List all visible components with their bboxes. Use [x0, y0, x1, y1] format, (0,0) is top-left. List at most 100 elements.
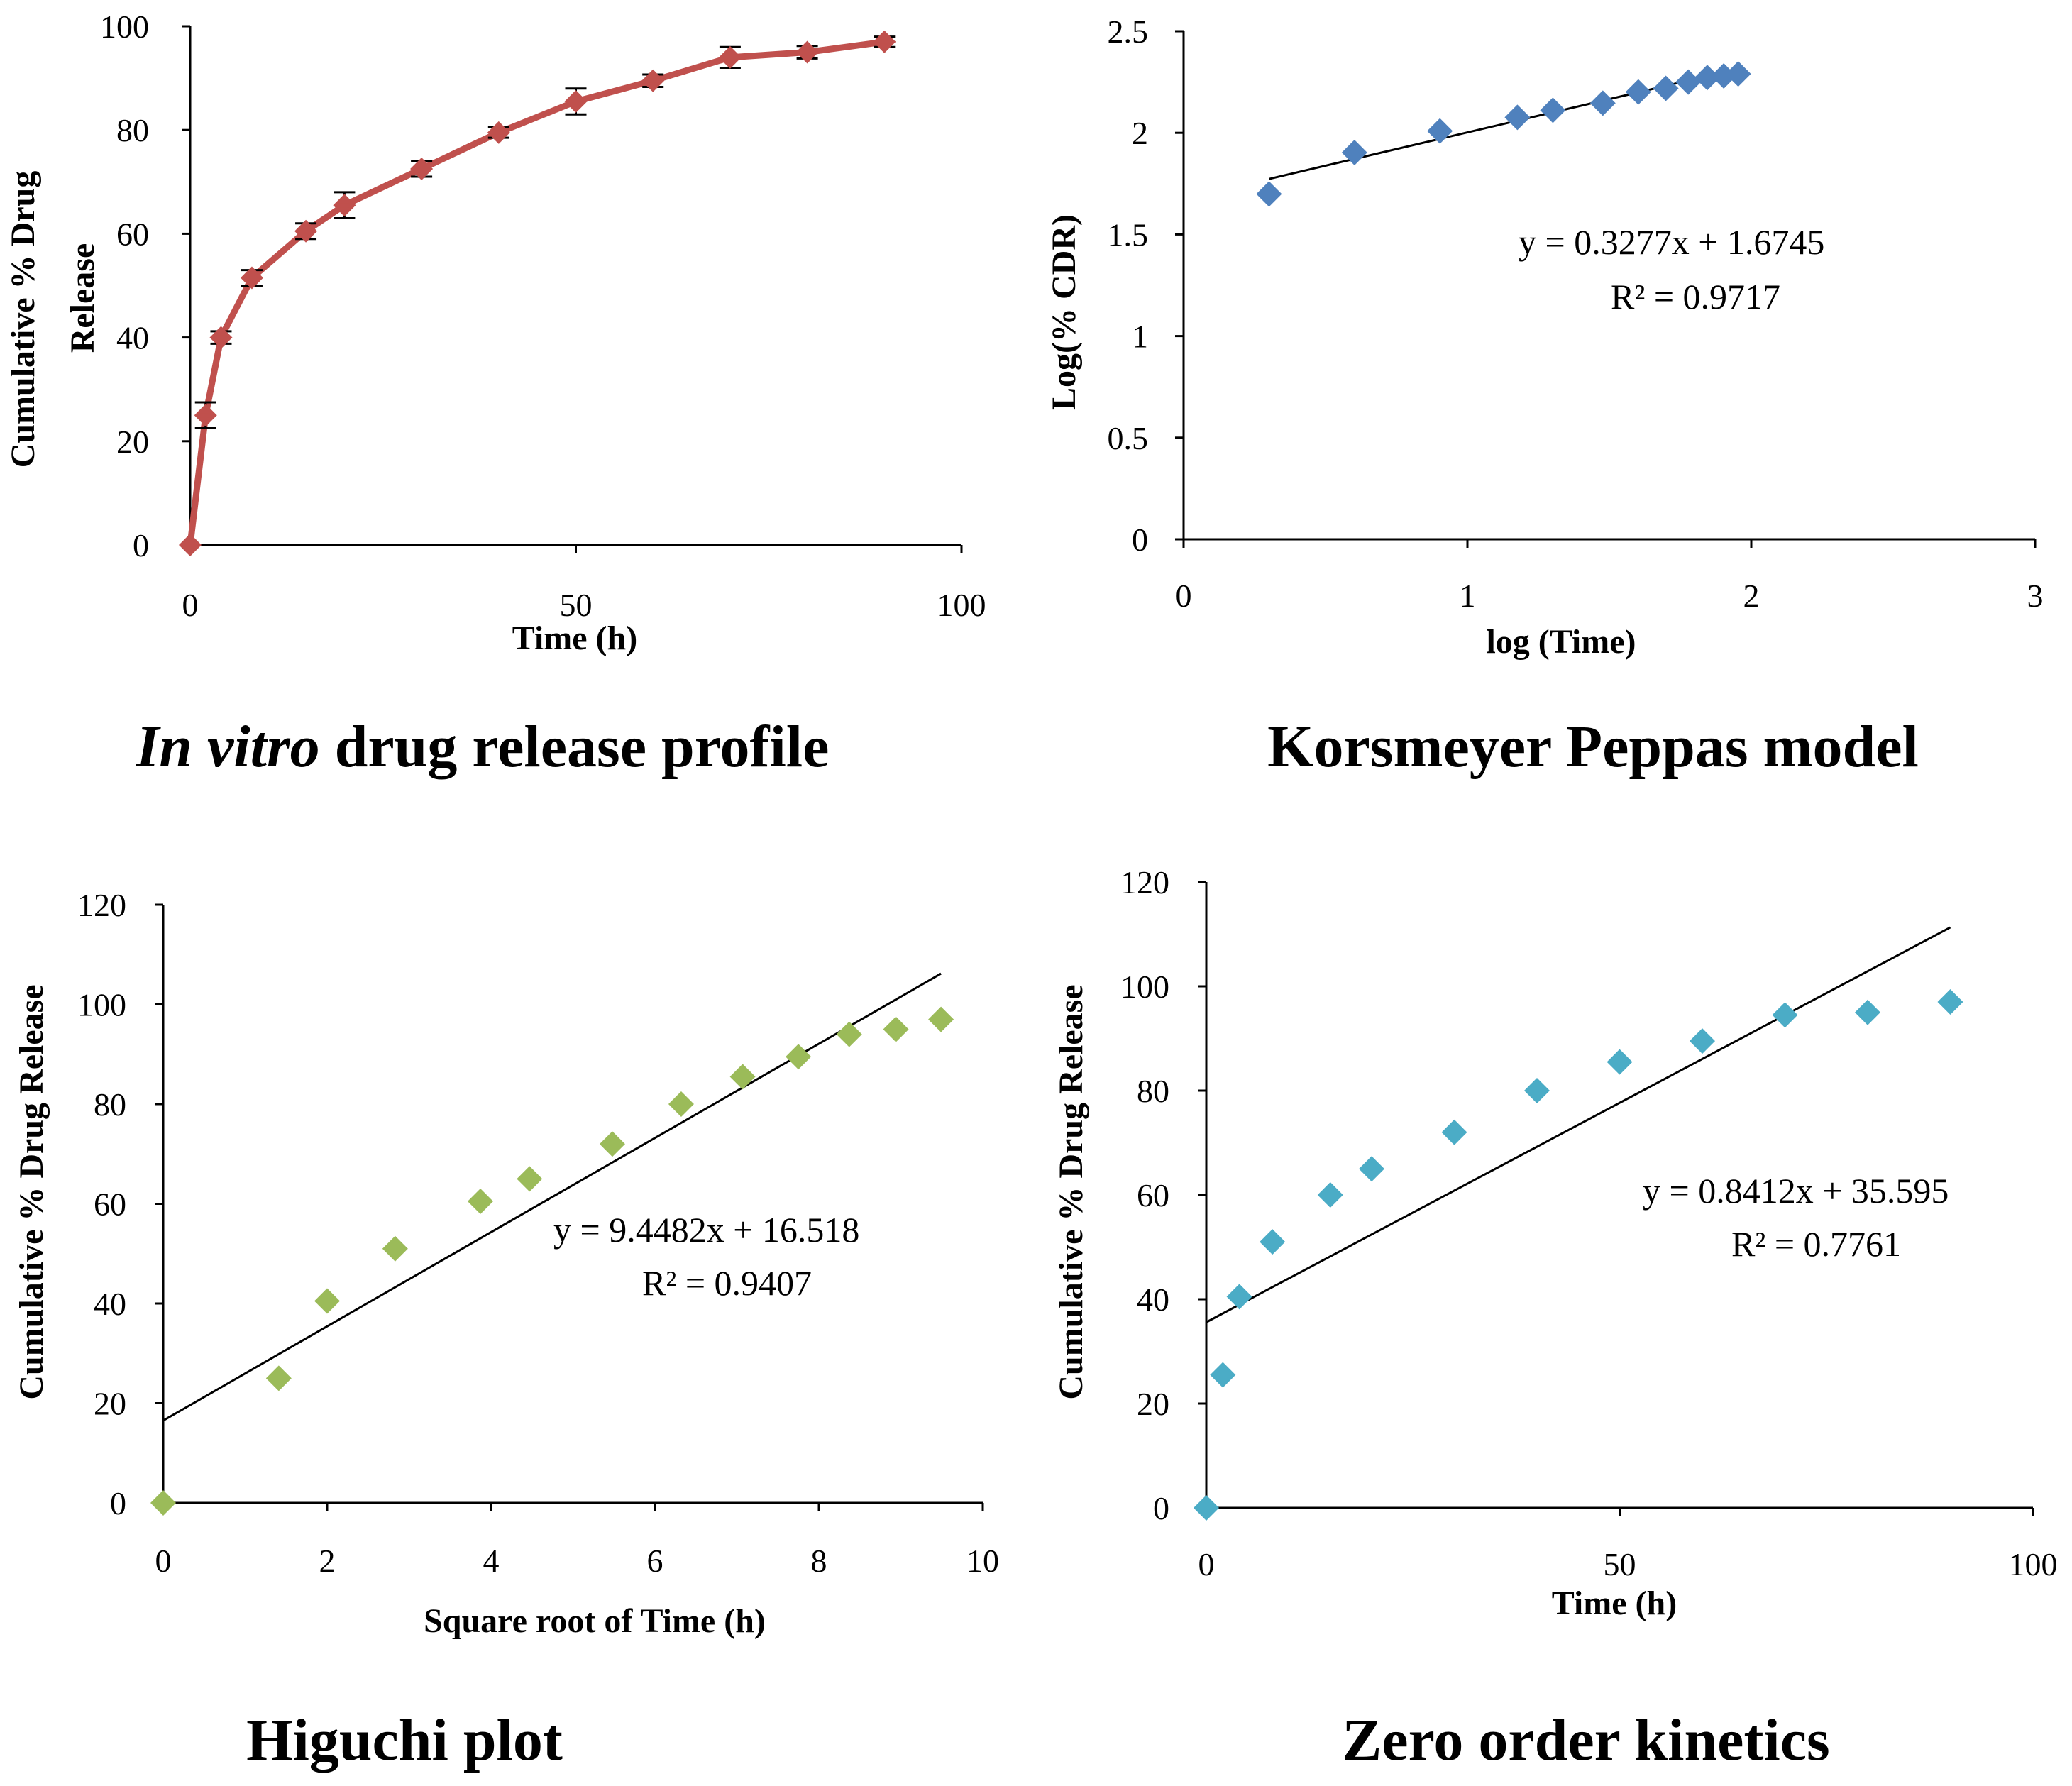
release-axes: 0 50 100 0 20 40 60 80 100 — [100, 9, 986, 623]
higuchi-data-point — [883, 1016, 909, 1042]
zero-y-tick-label: 60 — [1137, 1177, 1169, 1213]
zero-y-tick-label: 20 — [1137, 1386, 1169, 1422]
release-y-tick-label: 0 — [133, 527, 149, 563]
zero-data-point — [1260, 1229, 1286, 1255]
release-y-tick-label: 60 — [116, 216, 149, 252]
zero-equation: y = 0.8412x + 35.595 — [1643, 1171, 1949, 1211]
peppas-y-tick-label: 0.5 — [1108, 420, 1149, 456]
higuchi-y-tick-label: 100 — [77, 987, 126, 1023]
higuchi-y-tick-label: 40 — [94, 1286, 126, 1322]
zero-caption: Zero order kinetics — [1342, 1707, 1829, 1773]
zero-plot — [1194, 926, 1963, 1521]
zero-data-point — [1194, 1495, 1219, 1521]
release-y-tick-label: 20 — [116, 424, 149, 460]
peppas-caption: Korsmeyer Peppas model — [1267, 714, 1919, 780]
release-y-tick-label: 80 — [116, 112, 149, 148]
zero-x-axis-title: Time (h) — [1552, 1584, 1677, 1622]
higuchi-x-tick-label: 4 — [483, 1543, 500, 1579]
zero-data-point — [1772, 1002, 1798, 1028]
peppas-data-point — [1589, 90, 1616, 116]
zero-data-point — [1937, 989, 1963, 1015]
peppas-data-point — [1504, 104, 1531, 131]
zero-data-point — [1524, 1078, 1550, 1103]
release-y-tick-label: 100 — [100, 9, 149, 45]
higuchi-y-tick-label: 80 — [94, 1086, 126, 1123]
zero-data-point — [1690, 1028, 1715, 1054]
higuchi-equation: y = 9.4482x + 16.518 — [553, 1210, 859, 1250]
zero-y-tick-label: 0 — [1153, 1490, 1169, 1526]
zero-x-tick-label: 0 — [1198, 1546, 1215, 1582]
higuchi-y-tick-label: 60 — [94, 1186, 126, 1223]
release-y-tick-label: 40 — [116, 320, 149, 356]
zero-y-tick-label: 40 — [1137, 1281, 1169, 1318]
release-x-tick-label: 0 — [182, 587, 199, 623]
higuchi-r2: R² = 0.9407 — [642, 1263, 812, 1303]
peppas-y-tick-label: 1.5 — [1108, 216, 1149, 253]
zero-y-tick-label: 100 — [1120, 969, 1169, 1005]
peppas-y-tick-label: 0 — [1132, 522, 1148, 558]
higuchi-data-point — [928, 1006, 954, 1032]
zero-x-tick-label: 50 — [1604, 1546, 1636, 1582]
peppas-x-tick-label: 2 — [1743, 578, 1760, 614]
peppas-x-axis-title: log (Time) — [1486, 623, 1636, 661]
peppas-r2: R² = 0.9717 — [1611, 277, 1780, 316]
zero-y-axis-title: Cumulative % Drug Release — [1052, 984, 1090, 1399]
panel-release: 0 50 100 0 20 40 60 80 100 Time (h) Cumulative %… — [4, 9, 986, 780]
zero-y-tick-label: 80 — [1137, 1073, 1169, 1109]
higuchi-data-point — [382, 1235, 408, 1262]
zero-data-point — [1441, 1119, 1467, 1145]
peppas-data-point — [1625, 79, 1651, 105]
peppas-x-tick-label: 0 — [1176, 578, 1192, 614]
zero-data-point — [1607, 1049, 1633, 1075]
peppas-x-tick-label: 3 — [2027, 578, 2044, 614]
release-caption-italic: In vitro — [136, 714, 320, 780]
higuchi-y-axis-title: Cumulative % Drug Release — [13, 984, 50, 1399]
zero-data-point — [1317, 1182, 1343, 1208]
higuchi-data-point — [836, 1021, 862, 1047]
higuchi-data-point — [668, 1091, 694, 1117]
release-x-axis-title: Time (h) — [512, 619, 637, 657]
peppas-y-axis-title: Log(% CDR) — [1045, 214, 1083, 410]
higuchi-plot — [150, 972, 954, 1516]
peppas-y-tick-label: 1 — [1132, 319, 1148, 355]
higuchi-caption: Higuchi plot — [246, 1707, 563, 1773]
panel-zero: 0 50 100 0 20 40 60 80 100 120 Time (h) Cumulativ… — [1052, 864, 2058, 1773]
higuchi-data-point — [786, 1044, 812, 1070]
zero-data-point — [1210, 1362, 1236, 1388]
release-caption: In vitro drug release profile — [136, 714, 830, 780]
zero-trend-line — [1206, 926, 1951, 1323]
higuchi-data-point — [265, 1365, 292, 1391]
zero-y-tick-label: 120 — [1120, 864, 1169, 900]
release-x-tick-label: 50 — [560, 587, 593, 623]
release-y-axis-title-line1: Cumulative % Drug — [4, 171, 42, 468]
higuchi-x-tick-label: 2 — [319, 1543, 336, 1579]
release-plot — [179, 30, 896, 556]
higuchi-x-tick-label: 6 — [647, 1543, 663, 1579]
higuchi-data-point — [150, 1490, 176, 1516]
peppas-y-tick-label: 2.5 — [1108, 13, 1149, 50]
release-x-tick-label: 100 — [937, 587, 986, 623]
higuchi-x-tick-label: 0 — [155, 1543, 172, 1579]
higuchi-data-point — [467, 1188, 493, 1214]
zero-r2: R² = 0.7761 — [1731, 1224, 1901, 1264]
release-y-axis-title-line2: Release — [64, 243, 101, 353]
higuchi-y-tick-label: 20 — [94, 1386, 126, 1422]
peppas-axes: 0 1 2 3 0 0.5 1 1.5 2 2.5 — [1108, 13, 2044, 614]
peppas-x-tick-label: 1 — [1460, 578, 1476, 614]
higuchi-data-point — [314, 1288, 340, 1314]
release-caption-rest: drug release profile — [320, 714, 830, 780]
peppas-data-point — [1540, 97, 1566, 123]
zero-data-point — [1226, 1284, 1252, 1310]
higuchi-x-axis-title: Square root of Time (h) — [424, 1602, 766, 1640]
peppas-data-point — [1694, 65, 1720, 91]
higuchi-y-tick-label: 120 — [77, 887, 126, 923]
zero-data-point — [1855, 999, 1880, 1025]
peppas-data-point — [1341, 139, 1367, 165]
higuchi-trend-line — [162, 972, 942, 1422]
peppas-equation: y = 0.3277x + 1.6745 — [1519, 222, 1824, 262]
peppas-data-point — [1427, 118, 1453, 144]
higuchi-data-point — [729, 1064, 756, 1090]
